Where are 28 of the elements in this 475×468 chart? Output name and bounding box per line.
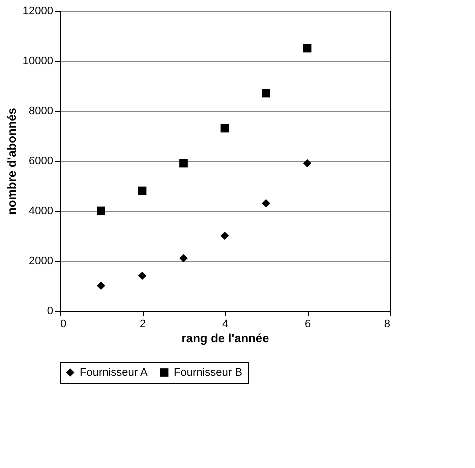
y-tick-label: 2000: [29, 256, 54, 268]
legend-label: Fournisseur B: [174, 366, 242, 379]
y-tick-label: 6000: [29, 156, 54, 168]
y-axis-title: nombre d'abonnés: [4, 108, 19, 215]
point: [97, 282, 106, 290]
point: [180, 159, 188, 168]
point: [220, 232, 230, 240]
x-tick-label: 6: [304, 318, 312, 330]
x-tick-label: 4: [222, 318, 229, 330]
x-tick-label: 8: [384, 318, 390, 330]
x-axis-title: rang de l'année: [182, 332, 270, 346]
y-tick-label: 4000: [29, 206, 54, 218]
point: [303, 44, 312, 53]
y-tick-label: 10000: [22, 56, 54, 68]
point: [220, 124, 230, 133]
point: [138, 272, 147, 280]
x-tick-label: 2: [140, 318, 146, 330]
legend-label: Fournisseur A: [80, 366, 149, 379]
point: [303, 159, 312, 168]
y-tick-label: 12000: [22, 6, 54, 18]
point: [262, 199, 270, 208]
y-tick-label: 0: [47, 306, 54, 318]
point: [138, 186, 147, 196]
x-tick-label: 0: [60, 318, 67, 330]
point: [97, 206, 106, 216]
point: [262, 89, 270, 98]
y-tick-label: 8000: [29, 106, 54, 118]
point: [180, 254, 188, 263]
